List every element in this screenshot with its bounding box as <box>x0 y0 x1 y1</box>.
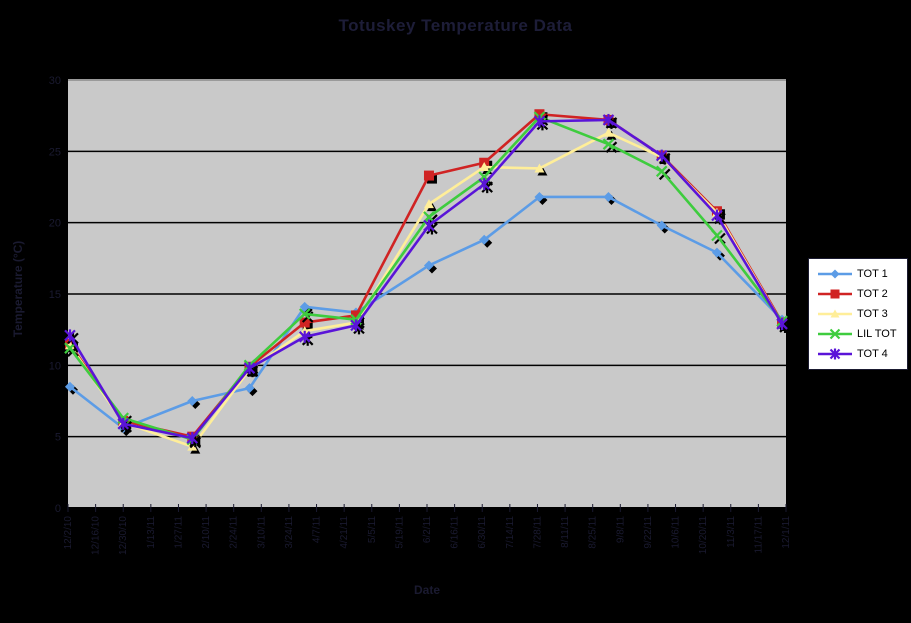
series-tot-4 <box>64 113 791 448</box>
data-point-marker-x <box>711 229 723 242</box>
legend-marker-asterisk <box>818 348 852 360</box>
data-point-marker-square <box>423 170 434 181</box>
data-point-marker-asterisk <box>243 362 256 375</box>
data-point-marker-x <box>829 328 841 340</box>
legend-label: TOT 1 <box>857 268 888 280</box>
data-point-marker-asterisk <box>117 417 130 430</box>
y-tick-label: 5 <box>55 432 61 444</box>
data-point-marker-square <box>830 289 840 299</box>
legend-label: TOT 4 <box>857 348 888 360</box>
data-point-marker-x <box>602 138 615 150</box>
data-point-marker-diamond <box>534 191 545 202</box>
data-point-marker-x <box>655 165 668 178</box>
y-tick-label: 0 <box>55 503 61 515</box>
x-tick-label: 12/2/10 <box>63 516 74 550</box>
data-point-marker-asterisk <box>776 317 788 330</box>
data-point-marker-triangle <box>603 127 614 137</box>
data-point-marker-asterisk <box>655 149 668 162</box>
legend-marker-triangle <box>818 309 852 318</box>
x-tick-label: 1/13/11 <box>146 516 157 549</box>
y-tick-label: 20 <box>49 218 61 230</box>
data-point-marker-diamond <box>187 396 198 406</box>
x-tick-label: 6/16/11 <box>450 516 461 549</box>
data-point-marker-asterisk <box>64 329 76 342</box>
x-tick-label: 3/10/11 <box>256 516 267 549</box>
data-point-marker-asterisk <box>350 319 362 332</box>
x-tick-label: 7/28/11 <box>532 516 543 549</box>
data-point-marker-diamond <box>64 381 75 392</box>
data-point-marker-triangle <box>534 163 545 173</box>
data-point-marker-square <box>350 310 361 321</box>
data-point-marker-diamond <box>603 191 614 202</box>
data-point-marker-asterisk <box>186 432 199 445</box>
legend-item-tot-2: TOT 2 <box>817 284 907 304</box>
data-point-marker-diamond <box>244 383 255 394</box>
x-tick-label: 9/22/11 <box>643 516 654 549</box>
x-tick-label: 2/24/11 <box>229 516 240 549</box>
data-point-marker-triangle <box>479 162 490 172</box>
data-point-marker-diamond <box>299 301 310 312</box>
data-point-marker-asterisk <box>478 178 490 191</box>
legend: TOT 1 TOT 2 TOT 3 LIL TOT TOT 4 <box>808 258 908 370</box>
data-point-marker-asterisk <box>423 219 435 232</box>
legend-item-tot-3: TOT 3 <box>817 304 907 324</box>
x-tick-label: 11/17/11 <box>753 516 764 554</box>
x-tick-label: 5/5/11 <box>367 516 378 543</box>
data-point-marker-triangle <box>423 199 434 209</box>
y-tick-label: 10 <box>49 360 61 372</box>
data-point-marker-asterisk <box>298 330 311 343</box>
x-tick-label: 6/2/11 <box>422 516 433 543</box>
data-point-marker-x <box>298 308 311 320</box>
x-tick-label: 8/25/11 <box>588 516 599 549</box>
data-point-marker-square <box>299 317 310 328</box>
legend-label: TOT 2 <box>857 288 888 300</box>
data-point-marker-square <box>534 109 545 120</box>
legend-item-tot-1: TOT 1 <box>817 264 907 284</box>
x-tick-label: 11/3/11 <box>726 516 737 548</box>
x-tick-label: 12/1/11 <box>781 516 792 549</box>
data-point-marker-diamond <box>830 269 840 279</box>
data-point-marker-diamond <box>479 234 490 245</box>
x-tick-label: 3/24/11 <box>284 516 295 549</box>
y-tick-label: 25 <box>49 146 61 158</box>
legend-marker-x <box>818 328 852 340</box>
data-point-marker-diamond <box>423 260 434 271</box>
legend-label: TOT 3 <box>857 308 888 320</box>
data-point-marker-asterisk <box>602 113 615 126</box>
data-point-marker-asterisk <box>711 209 723 222</box>
x-tick-label: 10/6/11 <box>671 516 682 549</box>
x-tick-label: 10/20/11 <box>698 516 709 555</box>
data-point-marker-diamond <box>656 220 667 231</box>
data-point-marker-asterisk <box>533 115 546 128</box>
x-tick-label: 12/30/10 <box>118 516 129 555</box>
x-tick-label: 2/10/11 <box>201 516 212 549</box>
legend-label: LIL TOT <box>857 328 897 340</box>
y-tick-label: 30 <box>49 75 61 87</box>
legend-marker-diamond <box>818 269 852 279</box>
data-point-marker-x <box>423 211 435 223</box>
y-axis-title: Temperature (°C) <box>11 240 25 338</box>
x-tick-label: 7/14/11 <box>505 516 516 549</box>
chart-title: Totuskey Temperature Data <box>338 16 573 35</box>
x-tick-label: 12/16/10 <box>91 516 102 555</box>
x-tick-label: 8/11/11 <box>560 516 571 548</box>
legend-item-lil-tot: LIL TOT <box>817 324 907 344</box>
legend-item-tot-4: TOT 4 <box>817 344 907 364</box>
x-tick-label: 6/30/11 <box>477 516 488 549</box>
x-tick-label: 5/19/11 <box>394 516 405 549</box>
x-axis-title: Date <box>413 583 440 597</box>
x-tick-label: 4/21/11 <box>339 516 350 549</box>
x-tick-label: 1/27/11 <box>173 516 184 549</box>
x-tick-label: 9/8/11 <box>615 516 626 543</box>
data-point-marker-diamond <box>711 247 722 258</box>
y-tick-label: 15 <box>49 289 61 301</box>
data-point-marker-asterisk <box>829 348 841 360</box>
data-point-marker-x <box>64 342 76 354</box>
legend-marker-square <box>818 289 852 299</box>
data-point-marker-triangle <box>830 309 840 318</box>
x-tick-label: 4/7/11 <box>312 516 323 543</box>
